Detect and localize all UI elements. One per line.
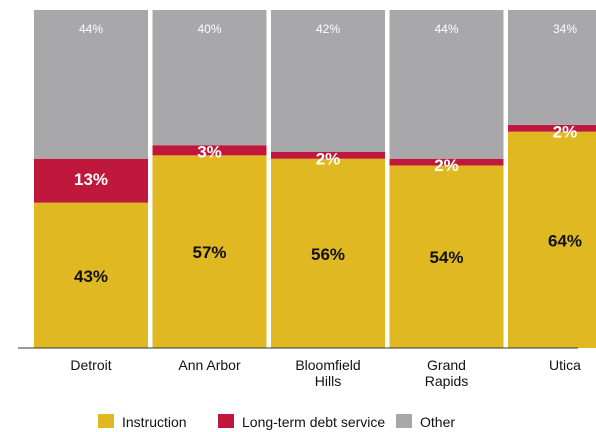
data-label-bloomfield-hills-instruction: 56% — [311, 245, 345, 264]
legend-swatch-instruction — [98, 414, 114, 428]
bar-grand-rapids-other — [389, 10, 504, 159]
data-label-grand-rapids-other: 44% — [434, 22, 458, 36]
legend-label-long-term-debt-service: Long-term debt service — [242, 414, 385, 430]
data-label-ann-arbor-instruction: 57% — [192, 243, 226, 262]
data-label-detroit-long-term-debt-service: 13% — [74, 170, 108, 189]
data-label-detroit-other: 44% — [79, 22, 103, 36]
category-label-detroit: Detroit — [70, 357, 111, 373]
bars-layer: 43% 13% 44% 57% 3% 40% 56% 2% 42% 54% 2% 44% 64% 2% 34… — [34, 10, 596, 348]
category-label-bloomfield-hills: Bloomfield Hills — [295, 357, 360, 389]
bar-utica-instruction — [508, 131, 596, 348]
data-label-bloomfield-hills-other: 42% — [316, 22, 340, 36]
bar-bloomfield-hills-long-term-debt-service — [271, 151, 385, 159]
data-label-bloomfield-hills-long-term-debt-service: 2% — [316, 149, 341, 168]
category-label-grand-rapids: Grand Rapids — [425, 357, 469, 389]
bar-bloomfield-hills-instruction — [271, 158, 385, 348]
bar-bloomfield-hills-other — [271, 10, 385, 152]
data-label-ann-arbor-other: 40% — [197, 22, 221, 36]
legend-label-instruction: Instruction — [122, 414, 187, 430]
bar-detroit-instruction — [34, 202, 148, 348]
legend-swatch-other — [396, 414, 412, 428]
data-label-utica-instruction: 64% — [548, 231, 582, 250]
bar-utica-other — [508, 10, 596, 125]
data-label-utica-other: 34% — [553, 22, 577, 36]
data-label-detroit-instruction: 43% — [74, 267, 108, 286]
category-labels: Detroit Ann Arbor Bloomfield Hills Grand Rapi… — [70, 357, 581, 389]
data-label-grand-rapids-long-term-debt-service: 2% — [434, 156, 459, 175]
category-label-ann-arbor: Ann Arbor — [178, 357, 241, 373]
legend-label-other: Other — [420, 414, 455, 430]
bar-grand-rapids-instruction — [389, 165, 504, 348]
bar-ann-arbor-other — [152, 10, 267, 146]
bar-detroit-other — [34, 10, 148, 159]
data-label-ann-arbor-long-term-debt-service: 3% — [197, 143, 222, 162]
bar-ann-arbor-instruction — [152, 155, 267, 348]
bar-detroit-long-term-debt-service — [34, 158, 148, 203]
bar-grand-rapids-long-term-debt-service — [389, 158, 504, 166]
bar-ann-arbor-long-term-debt-service — [152, 145, 267, 156]
category-label-utica: Utica — [549, 357, 581, 373]
legend: Instruction Long-term debt service Other — [98, 414, 455, 430]
legend-swatch-long-term-debt-service — [218, 414, 234, 428]
data-label-grand-rapids-instruction: 54% — [429, 248, 463, 267]
data-label-utica-long-term-debt-service: 2% — [553, 122, 578, 141]
bar-utica-long-term-debt-service — [508, 124, 596, 132]
